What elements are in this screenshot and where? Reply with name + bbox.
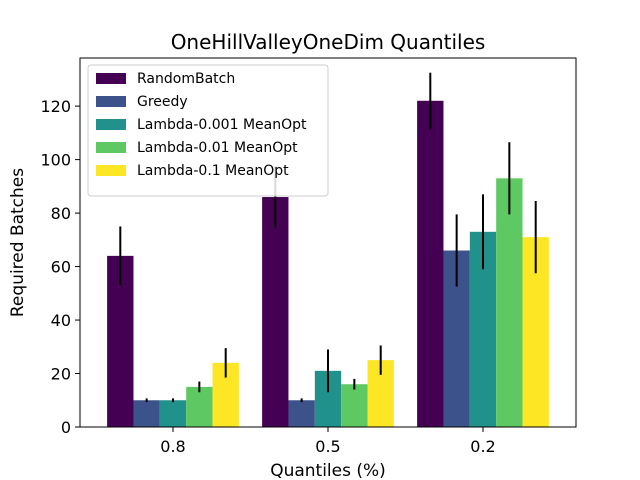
bar-3-1 [159, 400, 187, 427]
y-tick-label-2: 40 [51, 311, 71, 330]
legend-label-1: RandomBatch [137, 71, 235, 87]
bar-2-2 [288, 400, 315, 427]
legend-frame [87, 64, 329, 197]
legend-label-4: Lambda-0.01 MeanOpt [137, 140, 298, 156]
legend-swatch-1 [96, 73, 126, 84]
y-tick-label-1: 20 [51, 365, 71, 384]
legend-label-5: Lambda-0.1 MeanOpt [137, 163, 289, 179]
legend-label-3: Lambda-0.001 MeanOpt [137, 117, 307, 133]
y-tick-label-5: 100 [40, 151, 71, 170]
x-tick-label-1: 0.5 [315, 437, 340, 456]
plot-frame [79, 57, 577, 428]
y-axis-title: Required Batches [8, 168, 28, 317]
bar-4-1 [186, 386, 213, 427]
y-axis: 0 20 40 60 80 100 120 [40, 97, 80, 437]
y-tick-label-3: 60 [51, 258, 71, 277]
x-axis-title: Quantiles (%) [270, 461, 386, 480]
bar-4-3 [496, 178, 523, 427]
x-axis: 0.8 0.5 0.2 [160, 427, 496, 456]
bar-2-1 [133, 400, 160, 427]
x-tick-label-2: 0.2 [470, 437, 495, 456]
x-tick-label-0: 0.8 [160, 437, 185, 456]
legend-swatch-5 [96, 165, 126, 176]
legend-swatch-2 [96, 96, 126, 107]
bar-1-3 [417, 100, 444, 428]
bar-1-2 [262, 197, 289, 427]
y-tick-label-0: 0 [61, 418, 71, 437]
y-tick-label-4: 80 [51, 204, 71, 223]
legend: RandomBatch Greedy Lambda-0.001 MeanOpt Lam… [87, 64, 329, 197]
legend-swatch-3 [96, 119, 126, 130]
bar-4-2 [341, 384, 368, 427]
chart-title: OneHillValleyOneDim Quantiles [171, 30, 486, 54]
legend-label-2: Greedy [137, 94, 188, 110]
legend-swatch-4 [96, 142, 126, 153]
y-tick-label-6: 120 [40, 97, 71, 116]
bars-group [107, 100, 549, 428]
